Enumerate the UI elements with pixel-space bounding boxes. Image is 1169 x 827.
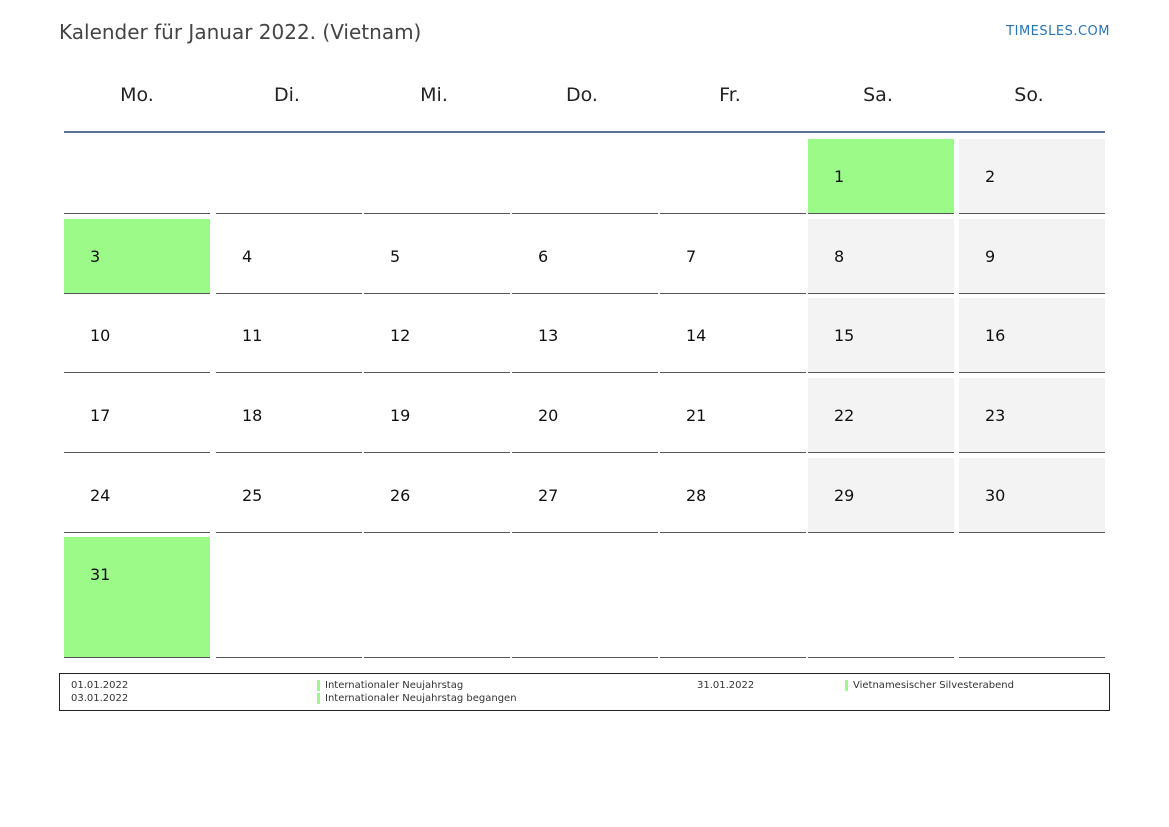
day-number: 27 <box>538 486 559 505</box>
day-number: 5 <box>390 247 401 266</box>
day-cell: 11 <box>216 298 362 373</box>
day-number: 20 <box>538 406 559 425</box>
legend-holiday-name: Internationaler Neujahrstag <box>325 680 464 691</box>
day-cell: 2 <box>959 139 1105 214</box>
day-cell: 18 <box>216 378 362 453</box>
empty-day-cell <box>660 139 806 214</box>
day-cell: 10 <box>64 298 210 373</box>
header-divider <box>64 131 1105 133</box>
day-number: 24 <box>90 486 111 505</box>
weekday-tue: Di. <box>274 84 300 106</box>
day-cell: 9 <box>959 219 1105 294</box>
day-cell: 15 <box>808 298 954 373</box>
day-cell: 23 <box>959 378 1105 453</box>
day-number: 15 <box>834 326 855 345</box>
day-cell: 8 <box>808 219 954 294</box>
day-number: 6 <box>538 247 549 266</box>
day-cell: 16 <box>959 298 1105 373</box>
day-number: 9 <box>985 247 996 266</box>
day-cell: 7 <box>660 219 806 294</box>
empty-day-cell <box>660 537 806 658</box>
day-number: 21 <box>686 406 707 425</box>
empty-day-cell <box>216 537 362 658</box>
empty-day-cell <box>512 537 658 658</box>
weekday-sun: So. <box>1014 84 1044 106</box>
legend-date: 01.01.2022 <box>71 680 129 691</box>
empty-day-cell <box>216 139 362 214</box>
holiday-legend: 01.01.2022 Internationaler Neujahrstag 0… <box>59 673 1110 711</box>
empty-day-cell <box>512 139 658 214</box>
legend-date: 03.01.2022 <box>71 693 129 704</box>
day-number: 30 <box>985 486 1006 505</box>
day-number: 10 <box>90 326 111 345</box>
empty-day-cell <box>808 537 954 658</box>
day-cell: 14 <box>660 298 806 373</box>
day-number: 12 <box>390 326 411 345</box>
weekday-sat: Sa. <box>863 84 893 106</box>
day-number: 14 <box>686 326 707 345</box>
day-number: 17 <box>90 406 111 425</box>
day-cell: 25 <box>216 458 362 533</box>
day-cell: 28 <box>660 458 806 533</box>
day-number: 2 <box>985 167 996 186</box>
day-number: 4 <box>242 247 253 266</box>
legend-holiday-name: Internationaler Neujahrstag begangen <box>325 693 517 704</box>
legend-holiday-name: Vietnamesischer Silvesterabend <box>853 680 1014 691</box>
day-cell: 3 <box>64 219 210 294</box>
day-number: 29 <box>834 486 855 505</box>
day-cell: 24 <box>64 458 210 533</box>
day-cell: 22 <box>808 378 954 453</box>
empty-day-cell <box>364 537 510 658</box>
day-number: 23 <box>985 406 1006 425</box>
day-cell: 21 <box>660 378 806 453</box>
day-cell: 29 <box>808 458 954 533</box>
day-cell: 4 <box>216 219 362 294</box>
holiday-color-marker <box>845 680 848 691</box>
day-number: 16 <box>985 326 1006 345</box>
day-number: 25 <box>242 486 263 505</box>
day-cell: 13 <box>512 298 658 373</box>
day-number: 26 <box>390 486 411 505</box>
holiday-color-marker <box>317 680 320 691</box>
day-number: 7 <box>686 247 697 266</box>
day-cell: 17 <box>64 378 210 453</box>
day-cell: 30 <box>959 458 1105 533</box>
day-number: 8 <box>834 247 845 266</box>
day-number: 11 <box>242 326 263 345</box>
holiday-color-marker <box>317 693 320 704</box>
weekday-mon: Mo. <box>120 84 154 106</box>
day-cell: 27 <box>512 458 658 533</box>
day-cell: 26 <box>364 458 510 533</box>
brand-link[interactable]: TIMESLES.COM <box>1006 24 1110 39</box>
day-number: 3 <box>90 247 101 266</box>
empty-day-cell <box>364 139 510 214</box>
day-number: 18 <box>242 406 263 425</box>
weekday-thu: Do. <box>566 84 598 106</box>
page-title: Kalender für Januar 2022. (Vietnam) <box>59 20 422 44</box>
weekday-header: Mo. Di. Mi. Do. Fr. Sa. So. <box>64 84 1105 116</box>
empty-day-cell <box>64 139 210 214</box>
day-number: 28 <box>686 486 707 505</box>
day-cell: 1 <box>808 139 954 214</box>
day-cell: 20 <box>512 378 658 453</box>
day-cell: 5 <box>364 219 510 294</box>
day-cell: 19 <box>364 378 510 453</box>
weekday-wed: Mi. <box>420 84 448 106</box>
weekday-fri: Fr. <box>719 84 741 106</box>
day-cell: 12 <box>364 298 510 373</box>
day-cell: 31 <box>64 537 210 658</box>
legend-date: 31.01.2022 <box>697 680 755 691</box>
day-number: 22 <box>834 406 855 425</box>
empty-day-cell <box>959 537 1105 658</box>
day-cell: 6 <box>512 219 658 294</box>
day-number: 31 <box>90 565 111 584</box>
day-number: 19 <box>390 406 411 425</box>
day-number: 13 <box>538 326 559 345</box>
day-number: 1 <box>834 167 845 186</box>
